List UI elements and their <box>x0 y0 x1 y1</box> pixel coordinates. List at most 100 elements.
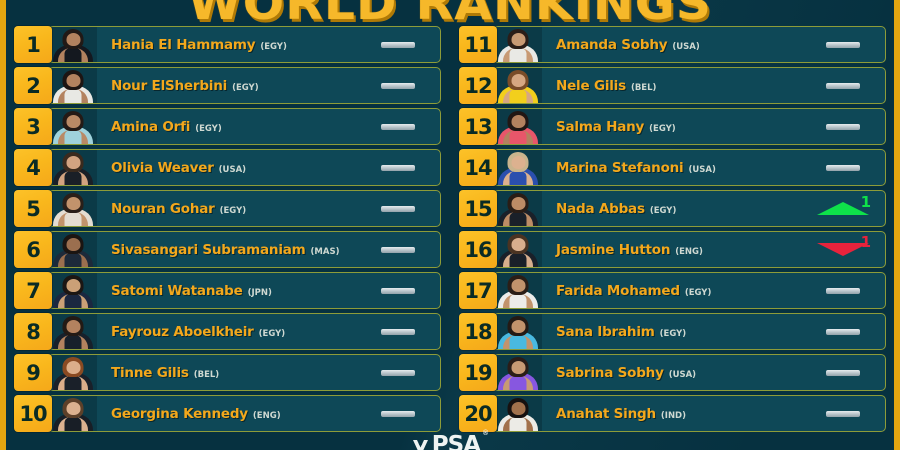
rank-badge: 6 <box>14 231 52 268</box>
player-card[interactable]: Nour ElSherbini (EGY) <box>48 67 441 104</box>
ranking-row[interactable]: 8 Fayrouz Aboelkheir (EGY) <box>14 313 441 350</box>
rank-badge: 9 <box>14 354 52 391</box>
movement-none-indicator <box>801 314 885 349</box>
ranking-row[interactable]: 2 Nour ElSherbini (EGY) <box>14 67 441 104</box>
ranking-row[interactable]: 10 Georgina Kennedy (ENG) <box>14 395 441 432</box>
dash-icon <box>826 164 860 171</box>
player-name-block: Sivasangari Subramaniam (MAS) <box>97 242 356 258</box>
movement-none-indicator <box>356 109 440 144</box>
player-card[interactable]: Salma Hany (EGY) <box>493 108 886 145</box>
movement-none-indicator <box>356 150 440 185</box>
player-card[interactable]: Farida Mohamed (EGY) <box>493 272 886 309</box>
movement-none-indicator <box>356 396 440 431</box>
ranking-row[interactable]: 15 Nada Abbas (EGY) 1 <box>459 190 886 227</box>
psa-wordmark: PSA <box>431 431 481 450</box>
ranking-row[interactable]: 19 Sabrina Sobhy (USA) <box>459 354 886 391</box>
player-photo <box>494 273 542 308</box>
player-photo <box>494 314 542 349</box>
dash-icon <box>381 123 415 130</box>
player-card[interactable]: Nouran Gohar (EGY) <box>48 190 441 227</box>
ranking-row[interactable]: 5 Nouran Gohar (EGY) <box>14 190 441 227</box>
player-name-block: Nada Abbas (EGY) <box>542 201 801 217</box>
player-country: (BEL) <box>193 369 220 380</box>
player-photo <box>49 27 97 62</box>
ranking-row[interactable]: 18 Sana Ibrahim (EGY) <box>459 313 886 350</box>
player-name: Nele Gilis <box>556 77 626 94</box>
ranking-row[interactable]: 12 Nele Gilis (BEL) <box>459 67 886 104</box>
ranking-row[interactable]: 3 Amina Orfi (EGY) <box>14 108 441 145</box>
player-name-block: Amina Orfi (EGY) <box>97 119 356 135</box>
player-card[interactable]: Nada Abbas (EGY) 1 <box>493 190 886 227</box>
dash-icon <box>381 246 415 253</box>
player-photo <box>494 68 542 103</box>
ranking-row[interactable]: 20 Anahat Singh (IND) <box>459 395 886 432</box>
player-photo <box>49 68 97 103</box>
player-card[interactable]: Jasmine Hutton (ENG) 1 <box>493 231 886 268</box>
dash-icon <box>381 410 415 417</box>
player-card[interactable]: Anahat Singh (IND) <box>493 395 886 432</box>
dash-icon <box>826 328 860 335</box>
player-country: (MAS) <box>310 246 340 257</box>
player-country: (EGY) <box>649 123 676 134</box>
player-name: Hania El Hammamy <box>111 36 256 53</box>
rank-badge: 17 <box>459 272 497 309</box>
dash-icon <box>826 410 860 417</box>
player-card[interactable]: Tinne Gilis (BEL) <box>48 354 441 391</box>
movement-none-indicator <box>356 191 440 226</box>
player-card[interactable]: Nele Gilis (BEL) <box>493 67 886 104</box>
player-name-block: Nele Gilis (BEL) <box>542 78 801 94</box>
movement-delta: 1 <box>860 193 871 211</box>
dash-icon <box>826 287 860 294</box>
dash-icon <box>826 123 860 130</box>
rank-badge: 5 <box>14 190 52 227</box>
ranking-row[interactable]: 7 Satomi Watanabe (JPN) <box>14 272 441 309</box>
movement-none-indicator <box>801 396 885 431</box>
player-card[interactable]: Marina Stefanoni (USA) <box>493 149 886 186</box>
player-card[interactable]: Georgina Kennedy (ENG) <box>48 395 441 432</box>
player-name: Georgina Kennedy <box>111 405 248 422</box>
movement-none-indicator <box>356 355 440 390</box>
ranking-row[interactable]: 4 Olivia Weaver (USA) <box>14 149 441 186</box>
player-name-block: Amanda Sobhy (USA) <box>542 37 801 53</box>
movement-delta: 1 <box>860 233 871 251</box>
player-photo <box>494 191 542 226</box>
player-country: (USA) <box>218 164 247 175</box>
player-name: Olivia Weaver <box>111 159 214 176</box>
right-gold-edge <box>894 0 900 450</box>
player-card[interactable]: Amina Orfi (EGY) <box>48 108 441 145</box>
ranking-row[interactable]: 9 Tinne Gilis (BEL) <box>14 354 441 391</box>
rank-badge: 1 <box>14 26 52 63</box>
player-name: Nour ElSherbini <box>111 77 228 94</box>
player-card[interactable]: Sabrina Sobhy (USA) <box>493 354 886 391</box>
rank-badge: 10 <box>14 395 52 432</box>
player-photo <box>49 355 97 390</box>
ranking-row[interactable]: 16 Jasmine Hutton (ENG) 1 <box>459 231 886 268</box>
player-name-block: Sana Ibrahim (EGY) <box>542 324 801 340</box>
movement-none-indicator <box>801 273 885 308</box>
player-photo <box>494 109 542 144</box>
player-name: Anahat Singh <box>556 405 656 422</box>
player-photo <box>49 150 97 185</box>
player-card[interactable]: Sivasangari Subramaniam (MAS) <box>48 231 441 268</box>
player-card[interactable]: Sana Ibrahim (EGY) <box>493 313 886 350</box>
player-name: Sabrina Sobhy <box>556 364 664 381</box>
player-name: Jasmine Hutton <box>556 241 671 258</box>
player-card[interactable]: Olivia Weaver (USA) <box>48 149 441 186</box>
ranking-row[interactable]: 14 Marina Stefanoni (USA) <box>459 149 886 186</box>
ranking-row[interactable]: 13 Salma Hany (EGY) <box>459 108 886 145</box>
player-card[interactable]: Satomi Watanabe (JPN) <box>48 272 441 309</box>
movement-none-indicator <box>801 68 885 103</box>
player-name-block: Olivia Weaver (USA) <box>97 160 356 176</box>
ranking-row[interactable]: 1 Hania El Hammamy (EGY) <box>14 26 441 63</box>
ranking-row[interactable]: 6 Sivasangari Subramaniam (MAS) <box>14 231 441 268</box>
player-card[interactable]: Fayrouz Aboelkheir (EGY) <box>48 313 441 350</box>
ranking-row[interactable]: 11 Amanda Sobhy (USA) <box>459 26 886 63</box>
rank-badge: 2 <box>14 67 52 104</box>
player-country: (EGY) <box>649 205 677 216</box>
psa-squash-logo-icon <box>412 439 429 450</box>
player-card[interactable]: Hania El Hammamy (EGY) <box>48 26 441 63</box>
player-country: (EGY) <box>258 328 286 339</box>
ranking-row[interactable]: 17 Farida Mohamed (EGY) <box>459 272 886 309</box>
player-card[interactable]: Amanda Sobhy (USA) <box>493 26 886 63</box>
player-name-block: Jasmine Hutton (ENG) <box>542 242 801 258</box>
